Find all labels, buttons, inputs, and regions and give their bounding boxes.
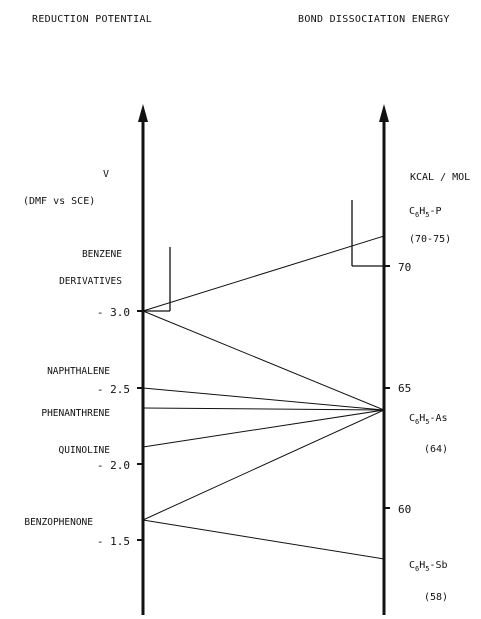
compound-phenanthrene: PHENANTHRENE: [41, 408, 110, 419]
correlation-line-quinoline-as: [142, 409, 385, 448]
right-axis-arrow: [379, 104, 389, 122]
compound-phenyl-antimony-value: (58): [424, 592, 448, 603]
left-tick-label-2-5: - 2.5: [97, 383, 130, 396]
left-axis-arrow: [138, 104, 148, 122]
compound-benzene-derivatives-line2: DERIVATIVES: [59, 276, 122, 287]
compound-phenyl-arsenic-value: (64): [424, 444, 448, 455]
compound-benzene-derivatives-line1: BENZENE: [82, 249, 122, 260]
left-header: REDUCTION POTENTIAL: [32, 14, 152, 25]
correlation-line-phenanthrene-as: [142, 407, 385, 411]
compound-phenyl-phosphorus: C6H5-P: [409, 206, 442, 219]
left-tick-label-3-0: - 3.0: [97, 306, 130, 319]
correlation-line-benzophenone-as: [142, 409, 385, 521]
correlation-line-naphthalene-as: [142, 387, 385, 411]
correlation-line-benzene-as: [142, 310, 385, 411]
compound-benzophenone: BENZOPHENONE: [24, 517, 93, 528]
right-axis-unit: KCAL / MOL: [410, 172, 470, 183]
right-tick-label-65: 65: [398, 382, 411, 395]
compound-naphthalene: NAPHTHALENE: [47, 366, 110, 377]
compound-quinoline: QUINOLINE: [59, 445, 111, 456]
compound-phenyl-antimony: C6H5-Sb: [409, 560, 448, 573]
left-tick-label-1-5: - 1.5: [97, 535, 130, 548]
compound-phenyl-phosphorus-value: (70-75): [409, 234, 451, 245]
right-tick-label-60: 60: [398, 503, 411, 516]
left-axis-unit: V: [103, 169, 109, 180]
left-tick-label-2-0: - 2.0: [97, 459, 130, 472]
right-header: BOND DISSOCIATION ENERGY: [298, 14, 450, 25]
correlation-line-benzophenone-sb: [142, 519, 385, 560]
compound-phenyl-arsenic: C6H5-As: [409, 413, 448, 426]
correlation-line-benzene-p: [142, 235, 385, 312]
right-tick-label-70: 70: [398, 261, 411, 274]
left-axis-reference: (DMF vs SCE): [23, 196, 95, 207]
